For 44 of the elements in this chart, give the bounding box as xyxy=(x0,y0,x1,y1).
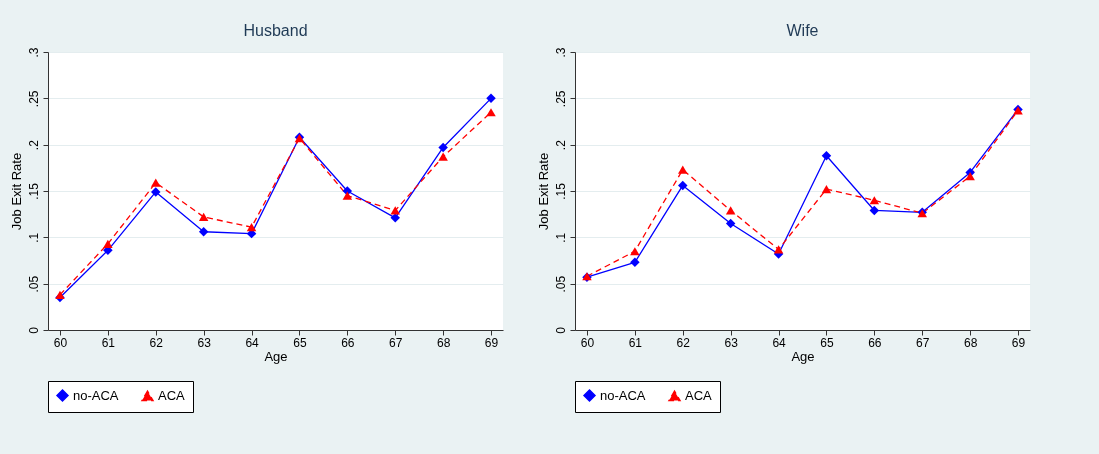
x-axis-title: Age xyxy=(264,348,288,364)
y-tick-label: .2 xyxy=(553,139,568,151)
y-tick-label: .15 xyxy=(26,182,41,200)
x-tick-label: 60 xyxy=(580,335,595,350)
y-axis-title: Job Exit Rate xyxy=(535,152,551,231)
y-tick-label: .15 xyxy=(553,182,568,200)
x-tick-label: 65 xyxy=(820,335,834,350)
x-tick-label: 64 xyxy=(245,335,260,350)
x-tick-label: 69 xyxy=(484,335,499,350)
x-tick-label: 66 xyxy=(868,335,882,350)
x-tick-label: 63 xyxy=(724,335,739,350)
chart-title: Husband xyxy=(243,22,308,39)
x-tick-label: 60 xyxy=(53,335,68,350)
x-tick-label: 65 xyxy=(293,335,307,350)
x-tick-label: 61 xyxy=(628,335,643,350)
legend-label: ACA xyxy=(685,387,713,403)
x-tick-label: 62 xyxy=(149,335,164,350)
x-tick-label: 64 xyxy=(772,335,787,350)
y-tick-label: .2 xyxy=(26,139,41,151)
x-tick-label: 63 xyxy=(197,335,212,350)
y-tick-label: .25 xyxy=(26,90,41,108)
y-tick-label: 0 xyxy=(553,326,568,334)
legend-label: ACA xyxy=(158,387,186,403)
x-tick-label: 66 xyxy=(341,335,355,350)
x-tick-label: 68 xyxy=(963,335,978,350)
y-tick-label: .1 xyxy=(26,232,41,243)
x-tick-label: 67 xyxy=(389,335,403,350)
legend-label: no-ACA xyxy=(600,387,646,403)
legend-label: no-ACA xyxy=(73,387,119,403)
x-tick-label: 68 xyxy=(436,335,451,350)
y-tick-label: 0 xyxy=(26,326,41,334)
y-tick-label: .25 xyxy=(553,90,568,108)
y-axis-title: Job Exit Rate xyxy=(8,152,24,231)
x-tick-label: 62 xyxy=(676,335,691,350)
y-tick-label: .3 xyxy=(553,47,568,58)
x-tick-label: 69 xyxy=(1011,335,1026,350)
x-tick-label: 67 xyxy=(916,335,930,350)
y-tick-label: .3 xyxy=(26,47,41,58)
y-tick-label: .05 xyxy=(26,275,41,293)
chart-title: Wife xyxy=(786,22,819,39)
x-axis-title: Age xyxy=(791,348,815,364)
y-tick-label: .05 xyxy=(553,275,568,293)
y-tick-label: .1 xyxy=(553,232,568,243)
x-tick-label: 61 xyxy=(101,335,116,350)
